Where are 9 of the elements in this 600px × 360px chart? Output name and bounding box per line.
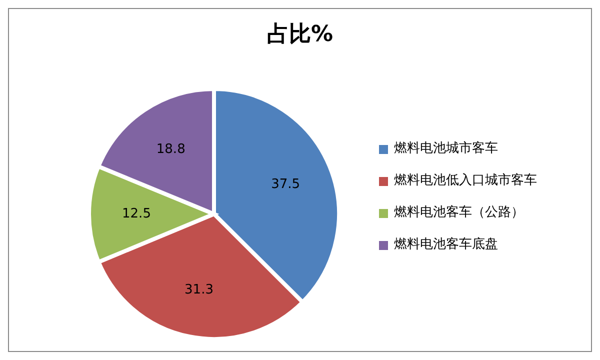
data-label: 31.3 [184,282,214,298]
legend-label: 燃料电池客车（公路） [394,204,524,222]
legend-label: 燃料电池客车底盘 [394,236,498,254]
data-label: 18.8 [156,142,186,158]
data-label: 12.5 [122,206,151,222]
legend-label: 燃料电池城市客车 [394,140,498,158]
data-label: 37.5 [271,176,300,192]
legend-label: 燃料电池低入口城市客车 [394,172,537,190]
chart-title: 占比% [266,21,334,49]
